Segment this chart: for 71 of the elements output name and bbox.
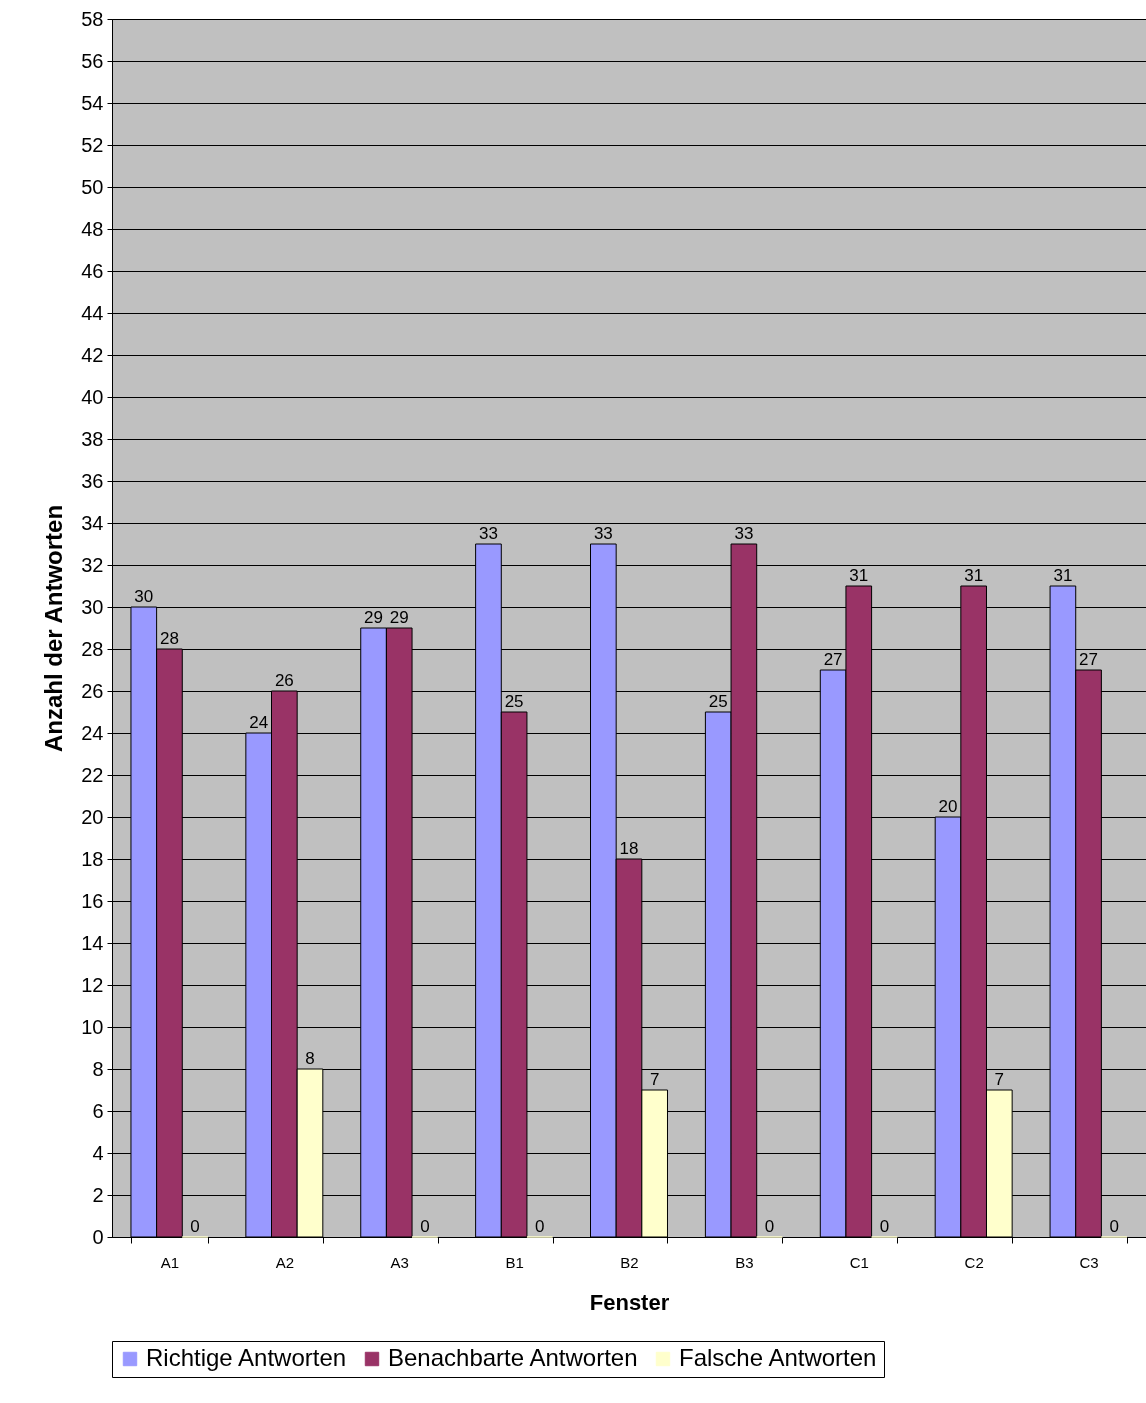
data-label: 28 bbox=[159, 628, 179, 648]
data-label: 24 bbox=[249, 712, 269, 732]
y-tick-label: 40 bbox=[81, 385, 104, 408]
y-tick-label: 34 bbox=[81, 511, 104, 534]
x-tick-label: B2 bbox=[620, 1253, 639, 1271]
y-tick-label: 2 bbox=[92, 1183, 104, 1206]
x-tick-label: B3 bbox=[735, 1253, 754, 1271]
x-tick-label: A3 bbox=[390, 1253, 409, 1271]
data-label: 0 bbox=[535, 1216, 545, 1236]
data-label: 26 bbox=[274, 670, 294, 690]
data-label: 31 bbox=[849, 565, 869, 585]
x-tick-label: C2 bbox=[964, 1253, 984, 1271]
y-axis-title: Anzahl der Antworten bbox=[40, 504, 68, 753]
data-label: 20 bbox=[938, 796, 958, 816]
data-label: 27 bbox=[1079, 649, 1099, 669]
y-tick-label: 36 bbox=[81, 469, 104, 492]
data-label: 33 bbox=[593, 523, 613, 543]
y-tick-label: 50 bbox=[81, 175, 104, 198]
y-tick-label: 18 bbox=[81, 847, 104, 870]
y-tick-label: 26 bbox=[81, 679, 104, 702]
y-tick-label: 30 bbox=[81, 595, 104, 618]
x-axis-title: Fenster bbox=[589, 1289, 670, 1315]
y-tick-label: 24 bbox=[81, 721, 104, 744]
y-tick-label: 28 bbox=[81, 637, 104, 660]
data-label: 25 bbox=[708, 691, 728, 711]
y-tick-label: 10 bbox=[81, 1015, 104, 1038]
data-label: 0 bbox=[190, 1216, 200, 1236]
y-tick-label: 4 bbox=[92, 1141, 104, 1164]
data-label: 33 bbox=[478, 523, 498, 543]
y-tick-label: 52 bbox=[81, 133, 104, 156]
data-label: 0 bbox=[764, 1216, 775, 1236]
y-tick-label: 56 bbox=[81, 49, 104, 72]
y-tick-label: 54 bbox=[81, 91, 104, 114]
data-label: 27 bbox=[823, 649, 843, 669]
data-label: 29 bbox=[389, 607, 409, 627]
y-tick-label: 42 bbox=[81, 343, 104, 366]
data-label: 7 bbox=[649, 1069, 660, 1089]
data-label: 0 bbox=[1109, 1216, 1119, 1236]
y-tick-label: 46 bbox=[81, 259, 104, 282]
y-tick-label: 58 bbox=[81, 7, 104, 30]
x-tick-label: B1 bbox=[505, 1253, 524, 1271]
y-tick-label: 38 bbox=[81, 427, 104, 450]
legend-label: Falsche Antworten bbox=[679, 1344, 877, 1371]
legend-label: Richtige Antworten bbox=[146, 1344, 347, 1371]
data-label: 8 bbox=[305, 1048, 315, 1068]
x-tick-label: A2 bbox=[275, 1253, 295, 1271]
data-label: 18 bbox=[619, 838, 639, 858]
data-label: 30 bbox=[134, 586, 154, 606]
data-label: 31 bbox=[1053, 565, 1073, 585]
y-tick-label: 14 bbox=[81, 931, 104, 954]
y-tick-label: 22 bbox=[81, 763, 104, 786]
y-tick-label: 12 bbox=[81, 973, 104, 996]
y-tick-label: 20 bbox=[81, 805, 104, 828]
x-tick-label: C3 bbox=[1079, 1253, 1099, 1271]
x-tick-label: A1 bbox=[160, 1253, 180, 1271]
legend-label: Benachbarte Antworten bbox=[388, 1344, 638, 1371]
y-tick-label: 16 bbox=[81, 889, 104, 912]
data-label: 33 bbox=[734, 523, 754, 543]
data-label: 7 bbox=[994, 1069, 1005, 1089]
data-label: 25 bbox=[504, 691, 524, 711]
data-label: 0 bbox=[879, 1216, 890, 1236]
y-tick-label: 8 bbox=[92, 1057, 104, 1080]
data-label: 29 bbox=[364, 607, 384, 627]
y-tick-label: 32 bbox=[81, 553, 104, 576]
y-tick-label: 48 bbox=[81, 217, 104, 240]
data-label: 0 bbox=[420, 1216, 430, 1236]
x-tick-label: C1 bbox=[849, 1253, 869, 1271]
data-label: 31 bbox=[964, 565, 984, 585]
y-tick-label: 44 bbox=[81, 301, 104, 324]
y-tick-label: 6 bbox=[92, 1099, 104, 1122]
y-tick-label: 0 bbox=[92, 1225, 104, 1248]
